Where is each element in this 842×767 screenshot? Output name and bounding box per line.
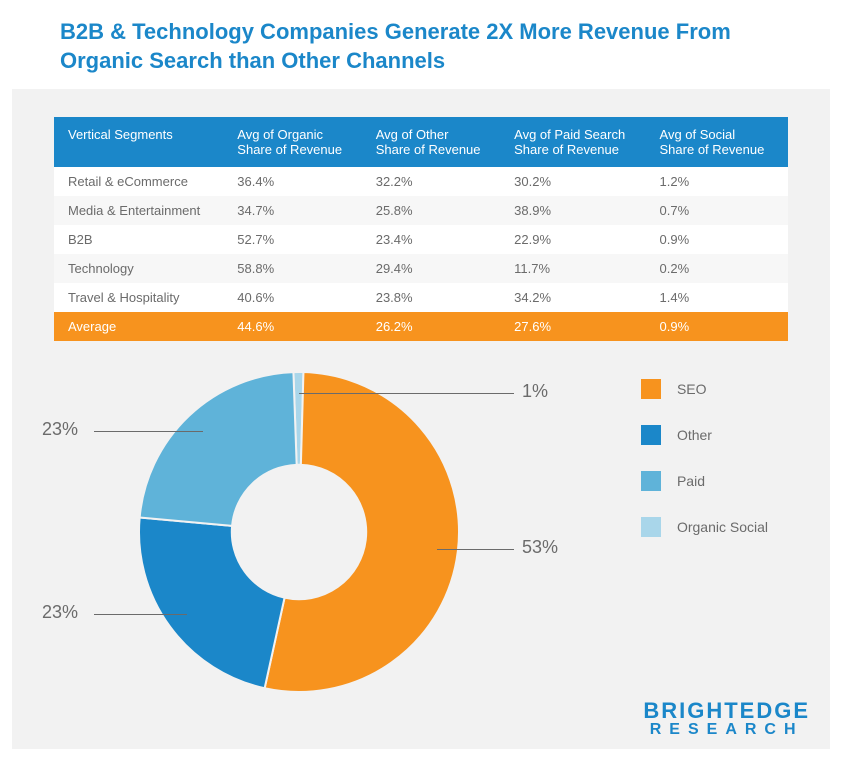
table-cell: 29.4%: [366, 254, 504, 283]
table-cell: 40.6%: [227, 283, 365, 312]
content-panel: Vertical SegmentsAvg of OrganicShare of …: [12, 89, 830, 749]
legend-label: Other: [677, 427, 712, 443]
legend-label: SEO: [677, 381, 707, 397]
table-cell: Retail & eCommerce: [54, 167, 227, 196]
donut-slice-paid: [140, 372, 297, 526]
table-row: Media & Entertainment34.7%25.8%38.9%0.7%: [54, 196, 788, 225]
table-cell: 27.6%: [504, 312, 649, 341]
table-cell: 34.7%: [227, 196, 365, 225]
legend-swatch: [641, 425, 661, 445]
leader-line: [299, 393, 514, 394]
table-cell: Media & Entertainment: [54, 196, 227, 225]
leader-line: [94, 614, 187, 615]
table-cell: Travel & Hospitality: [54, 283, 227, 312]
table-header: Avg of OtherShare of Revenue: [366, 117, 504, 167]
table-cell: 26.2%: [366, 312, 504, 341]
table-cell: 1.4%: [650, 283, 788, 312]
table-cell: Technology: [54, 254, 227, 283]
legend-label: Paid: [677, 473, 705, 489]
table-cell: 23.8%: [366, 283, 504, 312]
slice-label-seo: 53%: [522, 537, 558, 558]
leader-line: [94, 431, 203, 432]
legend-item-organic_social: Organic Social: [641, 517, 768, 537]
table-cell: 36.4%: [227, 167, 365, 196]
table-header: Avg of Paid SearchShare of Revenue: [504, 117, 649, 167]
slice-label-paid: 23%: [42, 419, 78, 440]
table-cell: 30.2%: [504, 167, 649, 196]
table-cell: 38.9%: [504, 196, 649, 225]
table-cell: 34.2%: [504, 283, 649, 312]
table-cell: 0.2%: [650, 254, 788, 283]
table-cell: 58.8%: [227, 254, 365, 283]
table-row: Retail & eCommerce36.4%32.2%30.2%1.2%: [54, 167, 788, 196]
donut-svg: [134, 367, 464, 697]
chart-legend: SEO Other Paid Organic Social: [641, 379, 768, 563]
segments-table: Vertical SegmentsAvg of OrganicShare of …: [54, 117, 788, 341]
table-cell: 25.8%: [366, 196, 504, 225]
legend-label: Organic Social: [677, 519, 768, 535]
table-cell: 11.7%: [504, 254, 649, 283]
slice-label-other: 23%: [42, 602, 78, 623]
page-title: B2B & Technology Companies Generate 2X M…: [0, 0, 842, 89]
table-row: B2B52.7%23.4%22.9%0.9%: [54, 225, 788, 254]
brand-line2: RESEARCH: [643, 722, 810, 739]
brand-line1: BRIGHTEDGE: [643, 699, 810, 722]
table-row: Travel & Hospitality40.6%23.8%34.2%1.4%: [54, 283, 788, 312]
table-header: Avg of OrganicShare of Revenue: [227, 117, 365, 167]
table-cell: 0.9%: [650, 312, 788, 341]
table-cell: 0.7%: [650, 196, 788, 225]
table-header: Vertical Segments: [54, 117, 227, 167]
legend-item-paid: Paid: [641, 471, 768, 491]
table-cell: B2B: [54, 225, 227, 254]
table-cell: 44.6%: [227, 312, 365, 341]
table-cell: 0.9%: [650, 225, 788, 254]
donut-slice-other: [139, 518, 285, 689]
brand-logo: BRIGHTEDGE RESEARCH: [643, 699, 810, 739]
table-cell: 32.2%: [366, 167, 504, 196]
table-cell: 23.4%: [366, 225, 504, 254]
table-header: Avg of SocialShare of Revenue: [650, 117, 788, 167]
table-cell: 22.9%: [504, 225, 649, 254]
legend-swatch: [641, 517, 661, 537]
legend-item-seo: SEO: [641, 379, 768, 399]
table-average-row: Average44.6%26.2%27.6%0.9%: [54, 312, 788, 341]
table-cell: Average: [54, 312, 227, 341]
leader-line: [437, 549, 514, 550]
table-cell: 52.7%: [227, 225, 365, 254]
table-row: Technology58.8%29.4%11.7%0.2%: [54, 254, 788, 283]
legend-swatch: [641, 471, 661, 491]
legend-item-other: Other: [641, 425, 768, 445]
slice-label-organic_social: 1%: [522, 381, 548, 402]
table-cell: 1.2%: [650, 167, 788, 196]
legend-swatch: [641, 379, 661, 399]
